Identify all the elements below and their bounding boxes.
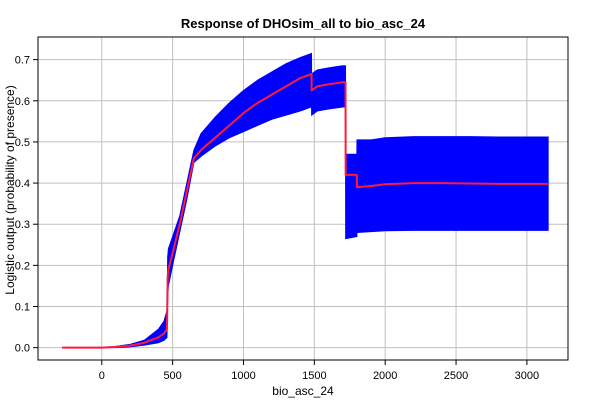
x-tick-label: 1000 bbox=[231, 370, 255, 382]
y-tick-label: 0.1 bbox=[15, 302, 30, 314]
x-tick-label: 2000 bbox=[373, 370, 397, 382]
x-tick-label: 0 bbox=[99, 370, 105, 382]
y-tick-label: 0.4 bbox=[15, 178, 30, 190]
plot-border bbox=[37, 36, 569, 361]
x-axis-ticks: 0 500 1000 1500 2000 2500 3000 bbox=[99, 360, 539, 382]
y-tick-label: 0.5 bbox=[15, 137, 30, 149]
x-tick-label: 3000 bbox=[515, 370, 539, 382]
plot-frame bbox=[37, 36, 569, 361]
x-tick-label: 500 bbox=[163, 370, 181, 382]
y-tick-label: 0.7 bbox=[15, 55, 30, 67]
x-axis-label: bio_asc_24 bbox=[272, 384, 334, 398]
x-tick-label: 2500 bbox=[444, 370, 468, 382]
x-tick-label: 1500 bbox=[302, 370, 326, 382]
mean-response-polyline bbox=[62, 73, 549, 349]
chart-title: Response of DHOsim_all to bio_asc_24 bbox=[181, 16, 426, 31]
y-tick-label: 0.2 bbox=[15, 260, 30, 272]
y-axis-ticks: 0.0 0.1 0.2 0.3 0.4 0.5 0.6 0.7 bbox=[15, 55, 38, 355]
y-tick-label: 0.6 bbox=[15, 96, 30, 108]
y-axis-label: Logistic output (probability of presence… bbox=[3, 85, 17, 294]
y-tick-label: 0.3 bbox=[15, 219, 30, 231]
mean-response-line bbox=[62, 73, 549, 349]
y-tick-label: 0.0 bbox=[15, 343, 30, 355]
